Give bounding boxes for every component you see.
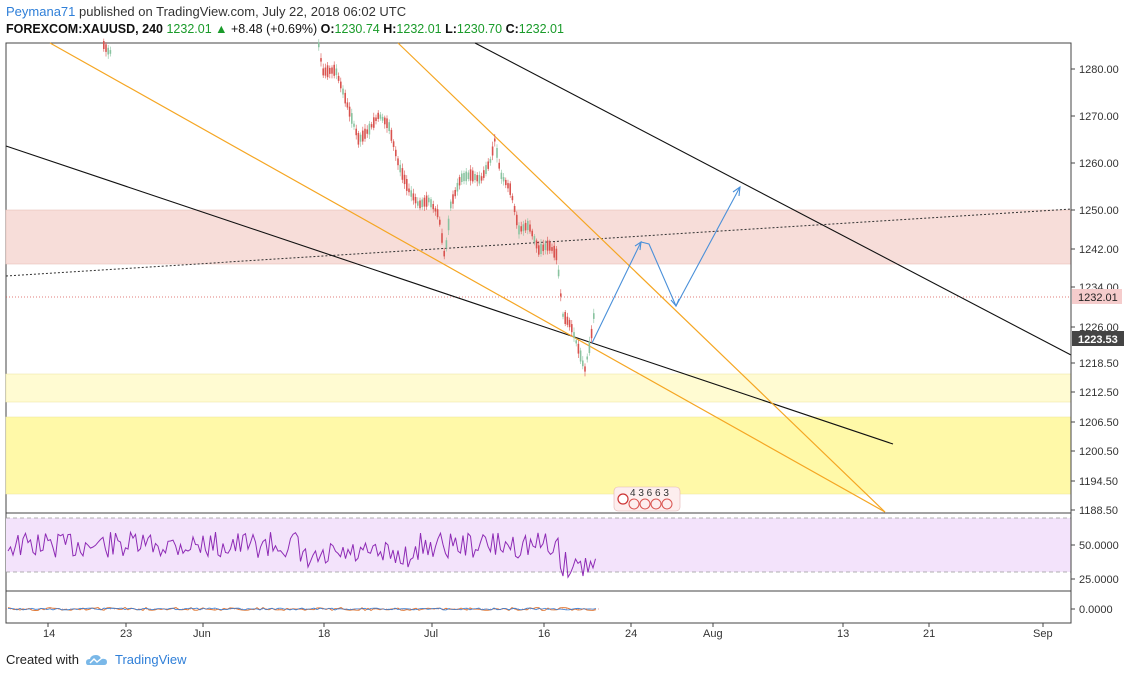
- price-tick-1270: 1270.00: [1071, 111, 1119, 123]
- rsi-tick-label: 50.0000: [1079, 540, 1119, 552]
- rsi-band: [6, 518, 1071, 572]
- rsi-axis: 50.0000 25.0000: [1071, 540, 1119, 586]
- time-tick-24: 24: [625, 623, 637, 640]
- change-up-icon: ▲: [215, 22, 228, 36]
- price-tick-1242: 1242.00: [1071, 244, 1119, 256]
- svg-text:24: 24: [625, 628, 637, 640]
- svg-text:Sep: Sep: [1033, 628, 1053, 640]
- price-tick-label: 1188.50: [1079, 505, 1118, 517]
- svg-text:1223.53: 1223.53: [1078, 334, 1118, 346]
- open-value: 1230.74: [334, 22, 380, 36]
- low-value: 1230.70: [456, 22, 503, 36]
- time-tick-jul: Jul: [424, 623, 438, 640]
- flag-icon: [617, 493, 629, 505]
- price-tick-1194: 1194.50: [1071, 476, 1118, 488]
- time-tick-sep: Sep: [1033, 623, 1053, 640]
- svg-text:13: 13: [837, 628, 849, 640]
- price-tick-label: 1206.50: [1079, 417, 1119, 429]
- change-value: +8.48 (+0.69%): [231, 22, 318, 36]
- price-tick-label: 1250.00: [1079, 205, 1119, 217]
- symbol-label[interactable]: FOREXCOM:XAUUSD, 240: [6, 22, 163, 36]
- close-value: 1232.01: [518, 22, 564, 36]
- price-tick-label: 1242.00: [1079, 244, 1119, 256]
- time-tick-18: 18: [318, 623, 330, 640]
- price-tick-1280: 1280.00: [1071, 64, 1119, 76]
- macd-signal-line[interactable]: [8, 607, 597, 611]
- price-tick-1206: 1206.50: [1071, 417, 1119, 429]
- svg-text:16: 16: [538, 628, 550, 640]
- macd-axis: 0.0000: [1071, 604, 1113, 616]
- publish-info: Peymana71 published on TradingView.com, …: [6, 4, 406, 19]
- black-trend-line-upper[interactable]: [474, 42, 1072, 356]
- svg-text:14: 14: [43, 628, 55, 640]
- time-tick-16: 16: [538, 623, 550, 640]
- macd-pane-frame: [5, 590, 1072, 624]
- price-tick-label: 1270.00: [1079, 111, 1119, 123]
- projection-path[interactable]: [591, 186, 741, 344]
- svg-text:1232.01: 1232.01: [1078, 292, 1118, 304]
- price-tick-1188: 1188.50: [1071, 505, 1118, 517]
- low-label: L:: [445, 22, 457, 36]
- last-price: 1232.01: [166, 22, 212, 36]
- time-tick-aug: Aug: [703, 623, 723, 640]
- arrowhead-3-icon: [732, 185, 741, 197]
- arrowhead-2-icon: [670, 298, 680, 308]
- time-tick-21: 21: [923, 623, 935, 640]
- candlestick-series[interactable]: [103, 38, 595, 377]
- price-tick-1260: 1260.00: [1071, 158, 1119, 170]
- time-tick-jun: Jun: [193, 623, 211, 640]
- svg-text:21: 21: [923, 628, 935, 640]
- footer: Created with TradingView: [6, 652, 187, 667]
- events-count-label: 4 3 6 6 3: [630, 488, 669, 499]
- open-label: O:: [320, 22, 335, 36]
- price-tick-label: 1260.00: [1079, 158, 1119, 170]
- rsi-line[interactable]: [7, 530, 596, 579]
- price-tick-label: 1218.50: [1079, 358, 1119, 370]
- svg-text:18: 18: [318, 628, 330, 640]
- rsi-tick-label: 25.0000: [1079, 574, 1119, 586]
- price-tick-1218: 1218.50: [1071, 358, 1119, 370]
- marker-price-tag: 1223.53: [1072, 331, 1124, 346]
- close-label: C:: [505, 22, 519, 36]
- time-tick-14: 14: [43, 623, 55, 640]
- publish-text: published on TradingView.com, July 22, 2…: [75, 4, 407, 19]
- black-trend-line-lower[interactable]: [5, 145, 894, 445]
- macd-tick-label: 0.0000: [1079, 604, 1113, 616]
- svg-text:Aug: Aug: [703, 628, 723, 640]
- arrowhead-1-icon: [634, 240, 642, 251]
- high-value: 1232.01: [396, 22, 442, 36]
- price-axis[interactable]: 1280.00 1270.00 1260.00 1250.00 1242.00 …: [1070, 43, 1119, 623]
- svg-text:Jul: Jul: [424, 628, 438, 640]
- price-tick-1212: 1212.50: [1071, 387, 1119, 399]
- time-axis[interactable]: 14 23 Jun 18 Jul 16 24 Aug 13 21 Sep: [6, 622, 1071, 640]
- economic-events-badge[interactable]: 4 3 6 6 3: [613, 486, 681, 512]
- tradingview-link[interactable]: TradingView: [114, 652, 187, 667]
- price-tick-1250: 1250.00: [1071, 205, 1119, 217]
- author-link[interactable]: Peymana71: [6, 4, 76, 19]
- price-tick-1200: 1200.50: [1071, 446, 1119, 458]
- tradingview-cloud-icon[interactable]: [85, 653, 109, 667]
- orange-trend-line-upper[interactable]: [397, 42, 886, 513]
- price-tick-label: 1212.50: [1079, 387, 1119, 399]
- symbol-info-bar: FOREXCOM:XAUUSD, 240 1232.01 ▲ +8.48 (+0…: [6, 22, 564, 36]
- current-price-tag: 1232.01: [1072, 289, 1122, 304]
- orange-trend-line-lower[interactable]: [49, 42, 886, 513]
- created-with-text: Created with: [6, 652, 79, 667]
- time-tick-13: 13: [837, 623, 849, 640]
- support-zone-upper[interactable]: [5, 373, 1072, 403]
- svg-text:23: 23: [120, 628, 132, 640]
- price-tick-label: 1200.50: [1079, 446, 1119, 458]
- price-tick-label: 1194.50: [1079, 476, 1118, 488]
- svg-text:Jun: Jun: [193, 628, 211, 640]
- support-zone-lower[interactable]: [5, 416, 1072, 495]
- price-tick-label: 1280.00: [1079, 64, 1119, 76]
- high-label: H:: [383, 22, 397, 36]
- time-tick-23: 23: [120, 623, 132, 640]
